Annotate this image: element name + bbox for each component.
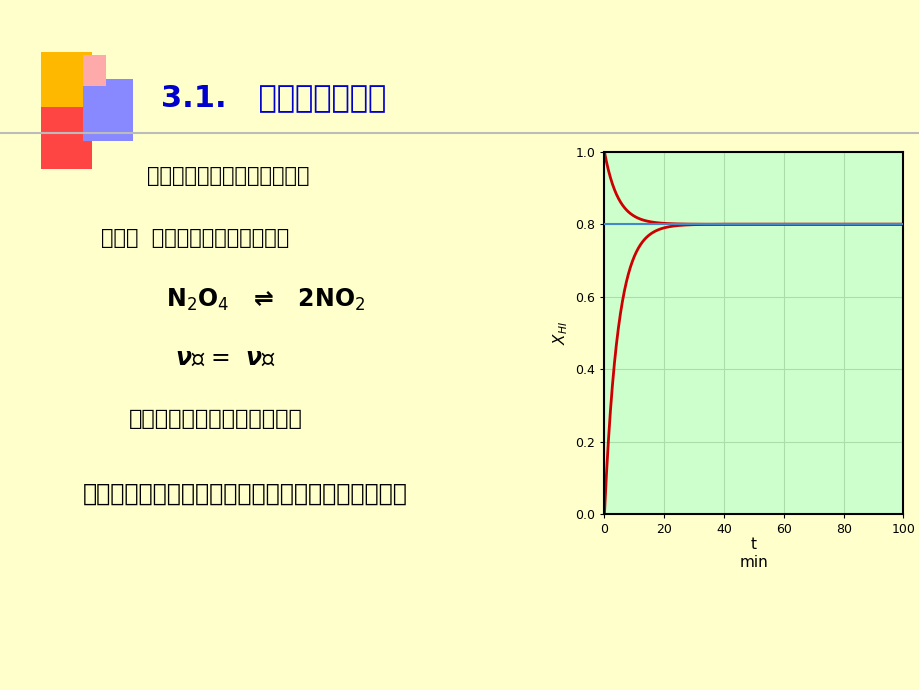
Bar — [41, 107, 92, 169]
Text: 3.1.   化学平衡的本质: 3.1. 化学平衡的本质 — [161, 83, 386, 112]
Text: 化学反应达平衡的动力学标志: 化学反应达平衡的动力学标志 — [129, 409, 302, 428]
Bar — [83, 55, 106, 86]
Bar — [83, 79, 133, 141]
Text: 其一，  化学平衡是一个动态平衡: 其一， 化学平衡是一个动态平衡 — [101, 228, 289, 248]
X-axis label: t
min: t min — [739, 538, 767, 570]
Bar — [41, 52, 92, 114]
Text: 化学反应自发的趋于平衡是一切可逆反应的共同特征: 化学反应自发的趋于平衡是一切可逆反应的共同特征 — [83, 482, 407, 505]
Text: N$_2$O$_4$   ⇌   2NO$_2$: N$_2$O$_4$ ⇌ 2NO$_2$ — [165, 287, 365, 313]
Y-axis label: $X_{HI}$: $X_{HI}$ — [550, 321, 569, 345]
Text: 化学反应平衡态的基本特征：: 化学反应平衡态的基本特征： — [147, 166, 310, 186]
Text: $\bfit{\nu}$正 =  $\bfit{\nu}$逆: $\bfit{\nu}$正 = $\bfit{\nu}$逆 — [175, 346, 275, 369]
